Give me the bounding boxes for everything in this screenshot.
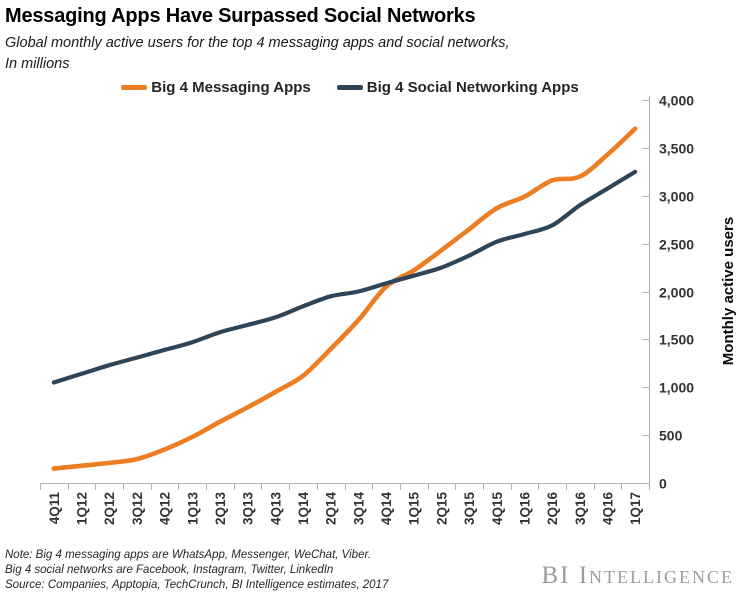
y-tick-label: 0 [659,476,667,492]
chart-subtitle: Global monthly active users for the top … [5,33,510,75]
y-tick-label: 3,500 [659,141,694,157]
x-tick-label: 4Q12 [158,492,173,525]
note-line3: Source: Companies, Apptopia, TechCrunch,… [5,579,389,591]
x-tick-label: 3Q14 [351,492,366,526]
chart-subtitle-line1: Global monthly active users for the top … [5,35,510,51]
x-tick-label: 2Q14 [324,492,339,526]
messaging-apps-line [51,126,638,471]
x-tick-label: 3Q13 [241,492,256,526]
y-axis-title: Monthly active users [720,217,737,365]
x-tick-label: 2Q12 [102,492,117,525]
x-tick-label: 4Q14 [379,492,394,526]
chart-title: Messaging Apps Have Surpassed Social Net… [5,5,476,27]
chart-subtitle-line2: In millions [5,56,70,72]
note-line1: Note: Big 4 messaging apps are WhatsApp,… [5,549,372,561]
y-tick-label: 1,000 [659,380,694,396]
legend-item-social: Big 4 Social Networking Apps [336,79,579,96]
y-tick-label: 4,000 [659,93,694,109]
x-tick-label: 1Q17 [628,492,643,525]
y-tick-label: 2,500 [659,237,694,253]
logo-intelligence: Intelligence [578,562,734,589]
messaging-line-swatch-icon [121,85,148,90]
y-tick-label: 2,000 [659,285,694,301]
line-chart: 0 500 1,000 1,500 2,000 2,500 3,000 3,500 4,000 4… [40,93,737,526]
x-tick-label: 2Q15 [434,492,449,526]
legend-item-messaging: Big 4 Messaging Apps [121,79,311,96]
x-tick-label: 1Q14 [296,492,311,526]
x-tick-label: 3Q12 [130,492,145,525]
note-line2: Big 4 social networks are Facebook, Inst… [5,564,334,576]
chart-notes: Note: Big 4 messaging apps are WhatsApp,… [5,548,388,593]
x-tick-label: 4Q13 [268,492,283,526]
x-tick-label: 1Q12 [75,492,90,525]
logo-bi: BI [541,562,571,589]
y-tick-label: 3,000 [659,189,694,205]
y-tick-label: 1,500 [659,332,694,348]
x-tick-label: 1Q13 [185,492,200,526]
y-tick-label: 500 [659,428,683,444]
x-tick-label: 4Q16 [600,492,615,526]
x-tick-label: 1Q15 [407,492,422,526]
x-tick-label: 2Q13 [213,492,228,526]
x-tick-label: 2Q16 [545,492,560,526]
legend-label-messaging: Big 4 Messaging Apps [151,79,311,96]
social-networking-apps-line [51,169,638,385]
x-tick-label: 3Q16 [573,492,588,526]
chart-legend: Big 4 Messaging Apps Big 4 Social Networ… [0,79,700,96]
legend-label-social: Big 4 Social Networking Apps [366,79,579,96]
x-tick-label: 4Q15 [490,492,505,526]
x-tick-label: 4Q11 [47,492,62,525]
x-tick-label: 1Q16 [517,492,532,526]
social-line-swatch-icon [336,85,363,90]
bi-intelligence-logo: BI Intelligence [541,562,734,590]
x-tick-label: 3Q15 [462,492,477,526]
